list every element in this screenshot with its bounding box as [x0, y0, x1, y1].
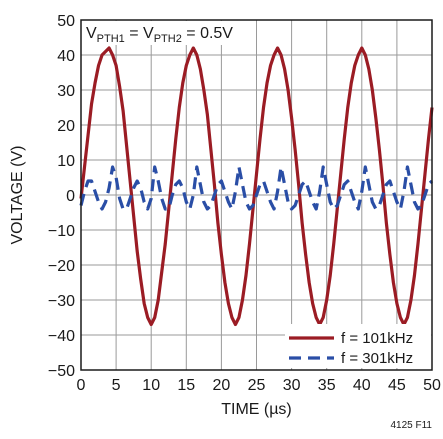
y-tick-label: 40	[57, 48, 75, 65]
y-tick-label: 30	[57, 83, 75, 100]
x-axis-label: TIME (µs)	[221, 401, 292, 418]
y-tick-label: −40	[48, 328, 75, 345]
x-tick-label: 10	[142, 377, 160, 394]
legend-background	[285, 324, 431, 368]
y-tick-label: −20	[48, 258, 75, 275]
series-line-2	[79, 165, 434, 211]
annotation-sub2: PTH2	[154, 33, 182, 45]
y-tick-label: 10	[57, 153, 75, 170]
legend-label-1: f = 101kHz	[341, 330, 413, 347]
x-tick-label: 0	[77, 377, 86, 394]
x-tick-label: 25	[248, 377, 266, 394]
y-tick-labels: 50 40 30 20 10 0 −10 −20 −30 −40 −50	[48, 13, 75, 380]
annotation-tail: = 0.5V	[182, 25, 233, 42]
x-tick-label: 30	[283, 377, 301, 394]
chart-series-group	[79, 46, 434, 327]
x-tick-label: 35	[318, 377, 336, 394]
series-line-1	[79, 46, 434, 327]
annotation-mid: = V	[125, 25, 154, 42]
x-tick-label: 15	[177, 377, 195, 394]
threshold-annotation: VPTH1 = VPTH2 = 0.5V	[86, 25, 233, 45]
x-tick-label: 20	[213, 377, 231, 394]
y-tick-label: −30	[48, 293, 75, 310]
y-tick-label: 0	[66, 188, 75, 205]
annotation-sub1: PTH1	[97, 33, 125, 45]
x-tick-label: 45	[388, 377, 406, 394]
y-tick-label: −10	[48, 223, 75, 240]
y-axis-label: VOLTAGE (V)	[9, 146, 26, 245]
y-tick-label: 50	[57, 13, 75, 30]
x-tick-label: 5	[112, 377, 121, 394]
legend-label-2: f = 301kHz	[341, 350, 413, 367]
chart-legend: f = 101kHz f = 301kHz	[285, 324, 431, 368]
figure-id: 4125 F11	[390, 420, 432, 431]
annotation-background	[82, 21, 238, 45]
x-tick-label: 40	[353, 377, 371, 394]
x-tick-label: 50	[423, 377, 441, 394]
y-tick-label: −50	[48, 363, 75, 380]
annotation-v1: V	[86, 25, 97, 42]
y-tick-label: 20	[57, 118, 75, 135]
x-tick-labels: 0 5 10 15 20 25 30 35 40 45 50	[77, 377, 441, 394]
plot-frame	[80, 19, 433, 371]
